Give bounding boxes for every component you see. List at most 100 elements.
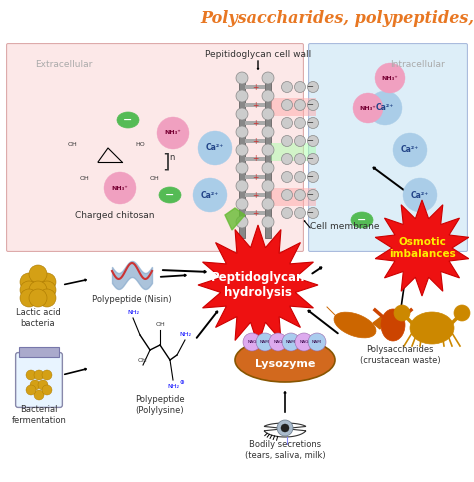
Text: −: −: [307, 101, 313, 109]
Text: −: −: [307, 119, 313, 128]
Ellipse shape: [394, 305, 410, 321]
Ellipse shape: [117, 112, 139, 128]
Text: −: −: [307, 209, 313, 217]
Text: +: +: [252, 173, 258, 182]
Text: NAM: NAM: [286, 340, 296, 344]
Ellipse shape: [308, 99, 319, 110]
Ellipse shape: [281, 424, 289, 432]
Bar: [19, 347, 59, 357]
Ellipse shape: [381, 309, 405, 341]
Ellipse shape: [295, 333, 313, 351]
Polygon shape: [225, 208, 245, 230]
Bar: [245, 103, 265, 107]
Ellipse shape: [294, 207, 306, 218]
Ellipse shape: [282, 135, 292, 147]
Bar: [245, 85, 265, 89]
Text: Polysaccharides
(crustacean waste): Polysaccharides (crustacean waste): [360, 345, 440, 365]
Text: −: −: [307, 190, 313, 200]
Text: Ca²⁺: Ca²⁺: [201, 190, 219, 200]
Ellipse shape: [236, 198, 248, 210]
Ellipse shape: [262, 216, 274, 228]
Text: Intracellular: Intracellular: [390, 60, 445, 69]
Ellipse shape: [269, 333, 287, 351]
Ellipse shape: [282, 333, 300, 351]
Text: NH₃⁺: NH₃⁺: [360, 106, 376, 110]
Ellipse shape: [294, 153, 306, 164]
Text: Polypeptide (Nisin): Polypeptide (Nisin): [92, 295, 172, 305]
Text: Ca²⁺: Ca²⁺: [206, 144, 224, 152]
Bar: [265, 73, 271, 238]
Ellipse shape: [334, 312, 376, 338]
FancyBboxPatch shape: [7, 43, 303, 252]
Text: +: +: [252, 82, 258, 92]
Ellipse shape: [262, 72, 274, 84]
Ellipse shape: [282, 189, 292, 201]
Text: −: −: [307, 82, 313, 92]
Text: HO: HO: [135, 143, 145, 147]
Ellipse shape: [34, 390, 44, 400]
Ellipse shape: [294, 135, 306, 147]
Bar: [245, 139, 265, 143]
Ellipse shape: [308, 153, 319, 164]
Text: NH₃⁺: NH₃⁺: [164, 131, 182, 135]
Text: −: −: [307, 136, 313, 146]
Ellipse shape: [29, 265, 47, 283]
FancyBboxPatch shape: [309, 43, 467, 252]
Ellipse shape: [262, 144, 274, 156]
Bar: [271, 98, 316, 116]
Ellipse shape: [30, 380, 40, 390]
Text: −: −: [123, 115, 133, 125]
Text: ]: ]: [162, 152, 170, 172]
Ellipse shape: [34, 370, 44, 380]
Text: NAG: NAG: [247, 340, 257, 344]
Ellipse shape: [277, 420, 293, 436]
FancyBboxPatch shape: [16, 353, 63, 407]
Ellipse shape: [308, 81, 319, 93]
Ellipse shape: [42, 385, 52, 395]
Ellipse shape: [294, 118, 306, 129]
Text: OH: OH: [155, 322, 165, 327]
Bar: [271, 188, 316, 206]
Text: −: −: [357, 215, 367, 225]
Text: NH₂: NH₂: [167, 385, 179, 389]
Text: Ca²⁺: Ca²⁺: [411, 190, 429, 200]
Ellipse shape: [236, 126, 248, 138]
Ellipse shape: [236, 180, 248, 192]
Ellipse shape: [20, 289, 38, 307]
Ellipse shape: [20, 273, 38, 291]
Ellipse shape: [26, 370, 36, 380]
Text: Polypeptide
(Polylysine): Polypeptide (Polylysine): [135, 395, 185, 415]
Ellipse shape: [198, 131, 232, 165]
Ellipse shape: [410, 312, 454, 344]
Text: NH₂: NH₂: [179, 333, 191, 337]
Ellipse shape: [308, 189, 319, 201]
Ellipse shape: [236, 108, 248, 120]
Ellipse shape: [308, 207, 319, 218]
Text: +: +: [252, 136, 258, 146]
Ellipse shape: [157, 117, 189, 149]
Ellipse shape: [104, 172, 136, 204]
Text: ⊕: ⊕: [180, 380, 184, 386]
Text: Bacterial
fermentation: Bacterial fermentation: [11, 405, 66, 425]
Ellipse shape: [393, 133, 427, 167]
Ellipse shape: [236, 90, 248, 102]
Ellipse shape: [403, 178, 437, 212]
Bar: [245, 211, 265, 215]
Bar: [245, 175, 265, 179]
Ellipse shape: [262, 180, 274, 192]
Bar: [245, 193, 265, 197]
Ellipse shape: [368, 91, 402, 125]
Text: NH₂: NH₂: [127, 310, 139, 316]
Polygon shape: [373, 317, 383, 329]
Ellipse shape: [29, 289, 47, 307]
Text: +: +: [252, 119, 258, 128]
Ellipse shape: [256, 333, 274, 351]
Ellipse shape: [38, 281, 56, 299]
Text: +: +: [252, 101, 258, 109]
Ellipse shape: [262, 126, 274, 138]
Bar: [245, 157, 265, 161]
Bar: [239, 73, 245, 238]
Ellipse shape: [282, 99, 292, 110]
Text: −: −: [307, 173, 313, 182]
Text: OH: OH: [150, 175, 160, 180]
